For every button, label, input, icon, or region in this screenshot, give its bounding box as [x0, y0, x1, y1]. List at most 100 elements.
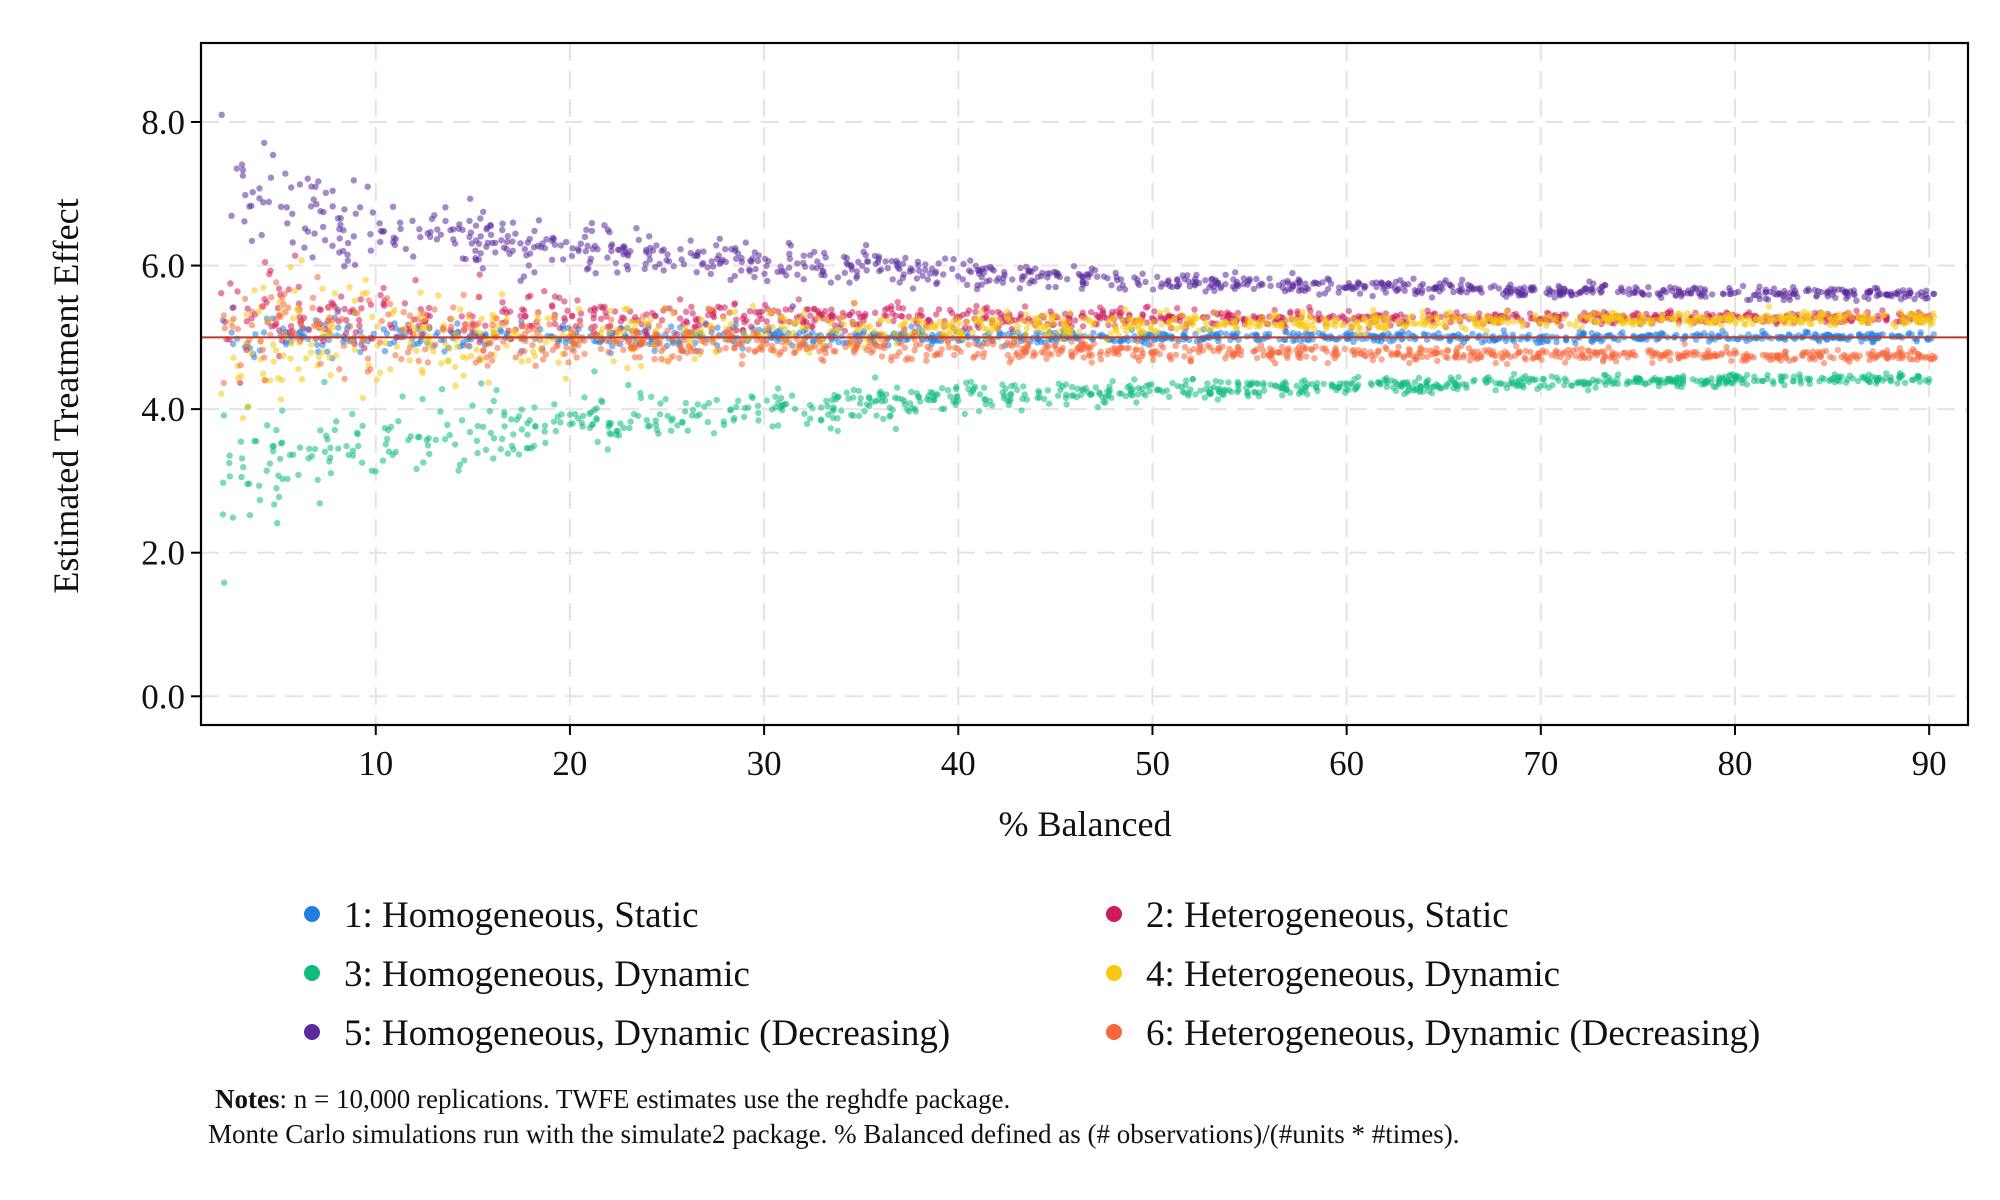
data-point	[493, 386, 500, 394]
data-point	[251, 287, 258, 294]
data-point	[329, 242, 336, 249]
data-point	[1193, 271, 1200, 279]
data-point	[749, 302, 757, 310]
data-point	[1375, 378, 1382, 386]
data-point	[271, 501, 278, 508]
data-point	[1354, 381, 1362, 389]
data-point	[1183, 315, 1190, 322]
data-point	[1234, 309, 1242, 317]
data-point	[727, 276, 734, 284]
data-point	[738, 267, 745, 274]
data-point	[1045, 283, 1052, 291]
data-point	[1873, 285, 1881, 292]
data-point	[1004, 308, 1011, 315]
data-point	[1246, 275, 1253, 283]
data-point	[1064, 276, 1071, 283]
data-point	[1725, 377, 1733, 385]
data-point	[515, 451, 523, 458]
data-point	[1136, 330, 1143, 337]
data-point	[428, 215, 436, 223]
data-point	[539, 347, 546, 354]
data-point	[963, 281, 971, 288]
data-point	[863, 267, 870, 274]
data-point	[469, 402, 476, 409]
data-point	[1816, 310, 1824, 317]
data-point	[251, 437, 258, 445]
data-point	[1336, 284, 1343, 291]
data-point	[1778, 316, 1785, 323]
data-point	[637, 389, 644, 397]
data-point	[1647, 316, 1655, 323]
data-point	[1149, 286, 1157, 293]
data-point	[593, 415, 600, 422]
data-point	[733, 403, 740, 411]
data-point	[900, 321, 908, 328]
data-point	[933, 311, 940, 318]
data-point	[644, 321, 652, 328]
data-point	[1373, 283, 1380, 291]
data-point	[1355, 373, 1362, 381]
data-point	[1906, 311, 1913, 319]
data-point	[1645, 291, 1653, 298]
data-point	[834, 427, 841, 435]
data-point	[1775, 290, 1783, 298]
data-point	[642, 260, 649, 267]
data-point	[1217, 284, 1224, 292]
data-point	[1842, 312, 1849, 319]
data-point	[256, 195, 263, 202]
data-point	[1531, 315, 1539, 322]
data-point	[658, 317, 666, 324]
data-point	[593, 405, 600, 412]
data-point	[420, 310, 427, 317]
data-point	[1675, 310, 1682, 318]
data-point	[1285, 286, 1292, 293]
data-point	[938, 346, 945, 353]
data-point	[270, 358, 277, 365]
data-point	[1289, 329, 1297, 337]
data-point	[295, 300, 303, 307]
data-point	[656, 260, 663, 268]
data-point	[1278, 343, 1286, 351]
data-point	[419, 369, 426, 377]
data-point	[637, 394, 645, 402]
data-point	[800, 276, 807, 283]
data-point	[1607, 333, 1614, 340]
data-point	[379, 457, 387, 464]
data-point	[432, 436, 439, 443]
data-point	[1545, 285, 1552, 292]
data-point	[1212, 377, 1219, 385]
data-point	[700, 248, 707, 255]
data-point	[802, 263, 809, 270]
data-point	[1079, 279, 1086, 286]
data-point	[1811, 286, 1819, 294]
data-point	[425, 324, 432, 331]
data-point	[319, 326, 326, 333]
data-point	[838, 314, 846, 321]
data-point	[246, 512, 254, 519]
data-point	[1398, 320, 1405, 327]
data-point	[825, 411, 832, 418]
data-point	[693, 269, 700, 276]
data-point	[1758, 318, 1765, 326]
data-point	[963, 379, 970, 386]
data-point	[557, 242, 565, 249]
data-point	[1585, 380, 1592, 388]
data-point	[478, 380, 485, 387]
data-point	[1751, 373, 1758, 380]
data-point	[1174, 283, 1181, 290]
data-point	[1590, 280, 1597, 287]
data-point	[770, 308, 777, 315]
data-point	[295, 283, 302, 291]
data-point	[899, 274, 907, 281]
data-point	[529, 342, 536, 349]
data-point	[1818, 288, 1825, 296]
data-point	[228, 212, 235, 219]
data-point	[473, 437, 481, 444]
data-point	[861, 408, 868, 415]
data-point	[352, 210, 359, 217]
data-point	[255, 308, 262, 315]
data-point	[1056, 273, 1064, 281]
data-point	[720, 418, 727, 425]
data-point	[892, 425, 899, 433]
data-point	[911, 347, 918, 354]
